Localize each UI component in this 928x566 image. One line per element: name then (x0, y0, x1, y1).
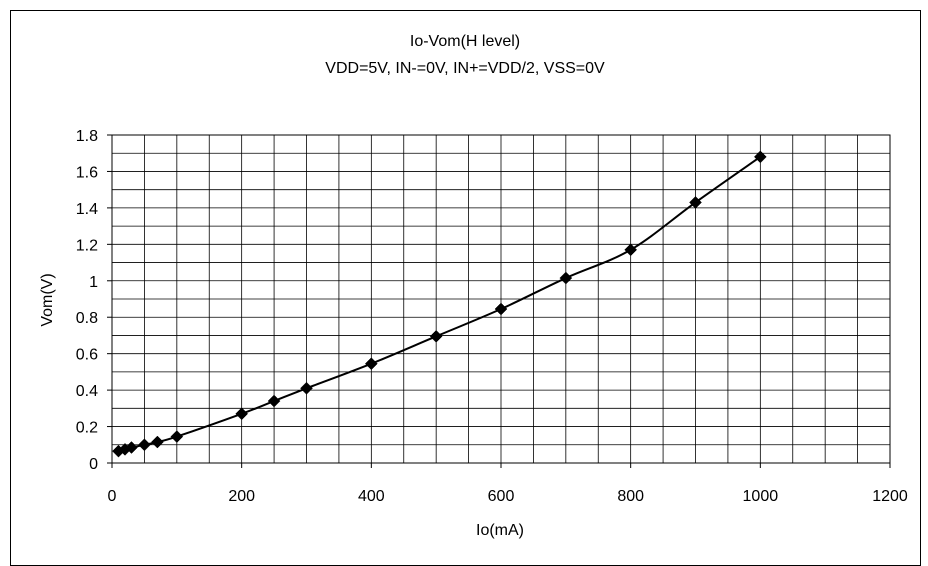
axes (107, 134, 891, 468)
y-tick-label: 1.4 (76, 201, 98, 218)
data-point-marker (235, 407, 249, 421)
x-tick-label: 400 (358, 488, 385, 505)
chart-border (10, 10, 921, 566)
chart-title: Io-Vom(H level) (410, 33, 520, 50)
x-tick-label: 200 (228, 488, 255, 505)
y-tick-label: 0.4 (76, 383, 98, 400)
data-point-marker (689, 196, 702, 209)
series (112, 150, 767, 458)
data-point-marker (364, 357, 378, 371)
x-tick-label: 600 (488, 488, 515, 505)
y-axis-label: Vom(V) (39, 273, 56, 326)
data-point-marker (151, 435, 164, 449)
y-tick-label: 1.8 (76, 128, 98, 145)
tick-labels: 0 200 400 600 800 1000 1200 0 0.2 0.4 0.6 0.8 1 1.2 1.… (76, 128, 908, 505)
data-point-marker (494, 302, 508, 316)
data-point-marker (267, 394, 281, 408)
data-point-marker (753, 150, 767, 164)
x-axis-label: Io(mA) (476, 522, 524, 539)
data-point-marker (138, 438, 151, 452)
data-point-marker (559, 271, 573, 285)
x-tick-label: 1200 (872, 488, 908, 505)
y-tick-label: 1.2 (76, 237, 98, 254)
x-tick-label: 0 (108, 488, 117, 505)
y-tick-label: 0.2 (76, 420, 98, 437)
x-tick-label: 800 (617, 488, 644, 505)
grid (112, 135, 890, 463)
y-tick-label: 0 (89, 456, 98, 473)
y-tick-label: 1 (89, 274, 98, 291)
data-point-marker (300, 381, 313, 395)
data-point-marker (170, 430, 184, 443)
data-point-marker (429, 330, 443, 343)
data-point-marker (624, 243, 638, 257)
chart-subtitle: VDD=5V, IN-=0V, IN+=VDD/2, VSS=0V (325, 60, 605, 77)
y-tick-label: 0.6 (76, 347, 98, 364)
data-point-marker (125, 441, 138, 454)
y-tick-label: 1.6 (76, 164, 98, 181)
x-tick-label: 1000 (743, 488, 779, 505)
y-tick-label: 0.8 (76, 310, 98, 327)
